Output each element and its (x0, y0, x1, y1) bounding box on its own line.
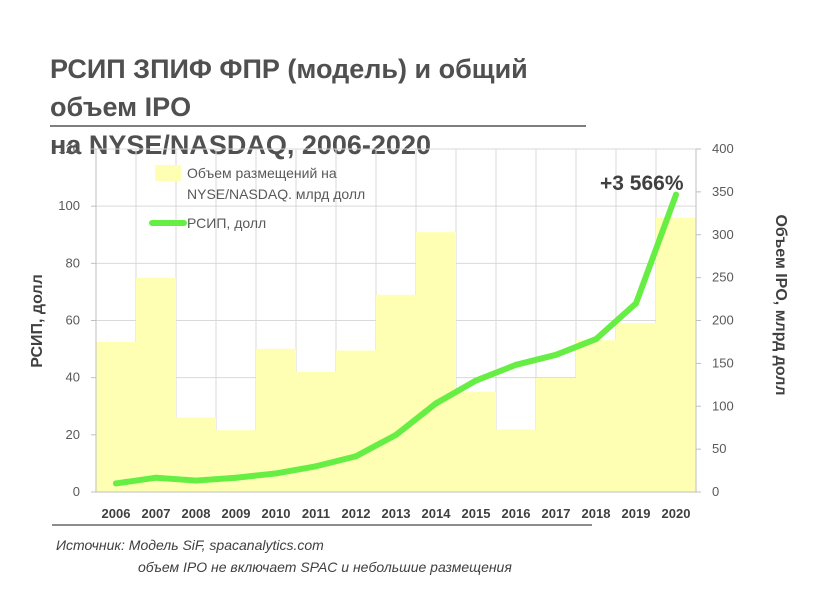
source-text: Источник: Модель SiF, spacanalytics.com (56, 537, 324, 553)
bar-2020 (656, 217, 696, 492)
bar-2015 (456, 391, 496, 492)
rsip-point-2006 (113, 480, 119, 487)
category-label-2010: 2010 (262, 506, 291, 521)
bar-2009 (216, 430, 256, 492)
legend: Объем размещений на NYSE/NASDAQ. млрд до… (149, 165, 365, 231)
right-tick-label: 200 (712, 313, 734, 328)
right-tick-label: 150 (712, 355, 734, 370)
left-tick-label: 60 (66, 313, 80, 328)
bar-2016 (496, 429, 536, 492)
category-label-2015: 2015 (462, 506, 491, 521)
legend-bar-label-line-1: Объем размещений на (187, 165, 337, 181)
title-line-2: на NYSE/NASDAQ, 2006-2020 (50, 130, 431, 160)
category-label-2011: 2011 (302, 506, 330, 521)
bar-2019 (616, 323, 656, 492)
growth-annotation: +3 566% (600, 172, 684, 195)
category-label-2013: 2013 (382, 506, 411, 521)
rsip-point-2009 (233, 474, 239, 481)
category-label-2017: 2017 (542, 506, 571, 521)
rsip-point-2015 (473, 377, 479, 384)
right-tick-label: 250 (712, 270, 734, 285)
legend-bar-swatch (155, 165, 181, 181)
title-underline (50, 125, 586, 127)
category-label-2008: 2008 (182, 506, 211, 521)
left-axis-ticks: 0 20 40 60 80 100 120 (58, 141, 96, 499)
rsip-point-2010 (273, 470, 279, 477)
note-text: объем IPO не включает SPAC и небольшие р… (138, 559, 512, 575)
rsip-point-2014 (433, 400, 439, 407)
right-tick-label: 100 (712, 398, 734, 413)
bar-2012 (336, 350, 376, 492)
right-tick-label: 0 (712, 484, 719, 499)
category-label-2007: 2007 (142, 506, 171, 521)
rsip-point-2011 (313, 463, 319, 470)
rsip-point-2013 (393, 431, 399, 438)
bar-2011 (296, 371, 336, 492)
category-label-2012: 2012 (342, 506, 371, 521)
rsip-point-2017 (553, 351, 559, 358)
right-tick-label: 50 (712, 441, 726, 456)
bar-2006 (96, 341, 136, 492)
bar-2007 (136, 277, 176, 492)
source-divider (52, 524, 592, 526)
rsip-point-2007 (153, 474, 159, 481)
right-tick-label: 400 (712, 141, 734, 156)
category-labels: 2006 2007 2008 2009 2010 2011 2012 2013 2014 2015… (102, 506, 691, 521)
left-tick-label: 0 (73, 484, 80, 499)
rsip-point-2012 (353, 453, 359, 460)
bar-2017 (536, 377, 576, 492)
left-tick-label: 80 (66, 255, 80, 270)
right-axis-title: Объем IPO, млрд долл (772, 214, 789, 395)
bar-2018 (576, 340, 616, 492)
legend-line-label: РСИП, долл (187, 215, 266, 231)
title-line-1: РСИП ЗПИФ ФПР (модель) и общий объем IPO (50, 54, 528, 122)
category-label-2006: 2006 (102, 506, 131, 521)
category-label-2016: 2016 (502, 506, 531, 521)
rsip-point-2016 (513, 361, 519, 368)
category-label-2009: 2009 (222, 506, 251, 521)
left-tick-label: 100 (58, 198, 80, 213)
left-tick-label: 40 (66, 370, 80, 385)
rsip-point-2019 (633, 300, 639, 307)
rsip-point-2018 (593, 336, 599, 343)
chart-title: РСИП ЗПИФ ФПР (модель) и общий объем IPO… (50, 50, 610, 164)
left-tick-label: 120 (58, 141, 80, 156)
right-tick-label: 300 (712, 227, 734, 242)
category-label-2020: 2020 (662, 506, 691, 521)
category-label-2019: 2019 (622, 506, 651, 521)
bar-series (96, 217, 696, 493)
category-label-2014: 2014 (422, 506, 452, 521)
left-tick-label: 20 (66, 427, 80, 442)
right-axis-ticks: 0 50 100 150 200 250 300 350 400 (696, 141, 734, 499)
left-axis-title: РСИП, долл (29, 274, 46, 368)
category-label-2018: 2018 (582, 506, 611, 521)
bar-2013 (376, 294, 416, 492)
legend-bar-label-line-2: NYSE/NASDAQ. млрд долл (187, 186, 365, 202)
bar-2014 (416, 232, 456, 493)
right-tick-label: 350 (712, 184, 734, 199)
rsip-point-2020 (673, 191, 679, 198)
line-series (113, 191, 679, 487)
rsip-point-2008 (193, 477, 199, 484)
